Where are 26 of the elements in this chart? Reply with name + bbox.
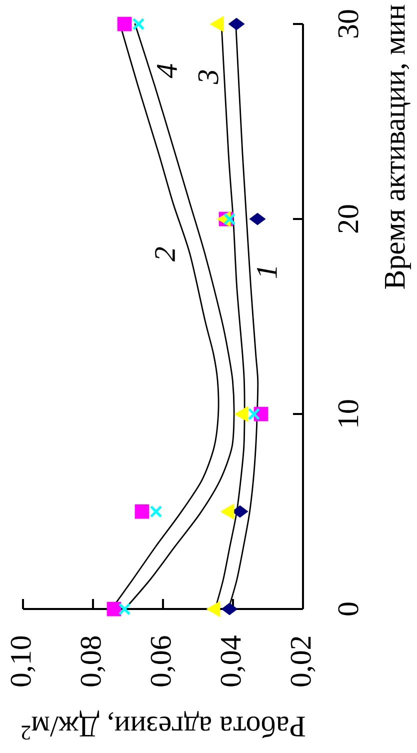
point <box>118 602 131 616</box>
point <box>106 602 122 616</box>
x-tick-label: 0,10 <box>10 636 36 686</box>
y-tick-label: 30 <box>338 10 358 38</box>
text: 1 <box>256 267 277 278</box>
point <box>221 602 238 616</box>
point <box>223 212 236 226</box>
text: 4 <box>157 64 177 78</box>
x-axis-title: Работа адгезии, Дж/м$^{2}$ <box>22 710 305 740</box>
y-tick-label: 0 <box>338 602 358 616</box>
point <box>248 408 260 420</box>
point <box>249 212 266 226</box>
x-tick-label: 0,06 <box>150 636 176 686</box>
y-axis-title: Время активации, мин <box>385 4 411 289</box>
text: 2 <box>155 247 175 262</box>
x-tick-label: 0,04 <box>220 636 246 686</box>
point <box>228 18 245 30</box>
y-tick-label: 10 <box>338 400 358 426</box>
x-tick-label: 0,02 <box>290 636 316 686</box>
point <box>132 18 145 30</box>
text: 3 <box>198 70 218 84</box>
point <box>150 505 162 518</box>
x-tick-label: 0,08 <box>80 636 106 686</box>
point <box>134 504 150 519</box>
y-tick-label: 20 <box>338 205 358 233</box>
point <box>117 16 132 32</box>
